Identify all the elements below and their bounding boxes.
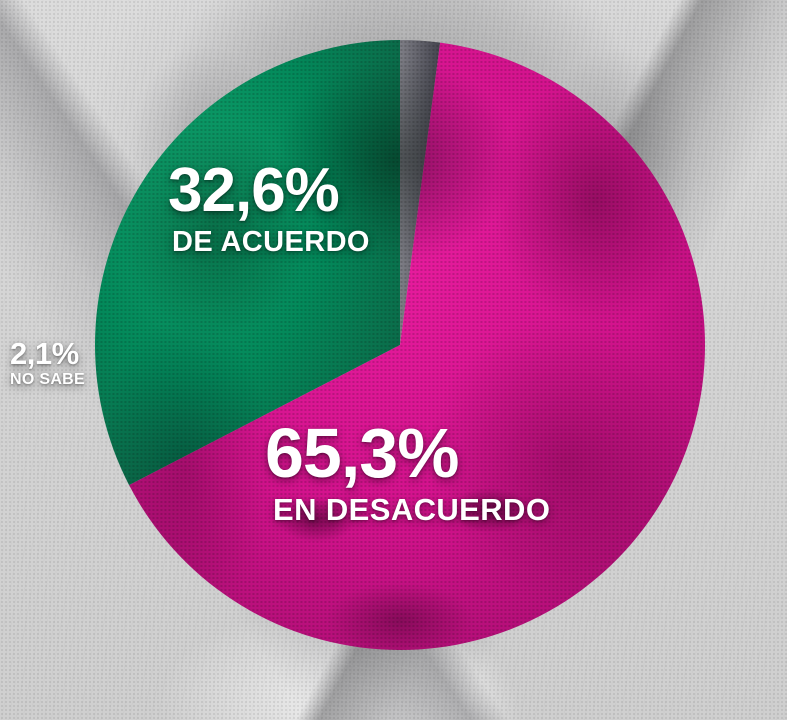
slice-name-en-desacuerdo: EN DESACUERDO bbox=[273, 492, 551, 527]
slice-value-de-acuerdo: 32,6% bbox=[168, 156, 340, 225]
slice-label-en-desacuerdo: 65,3% EN DESACUERDO bbox=[265, 418, 550, 525]
slice-label-no-sabe: 2,1% NO SABE bbox=[10, 338, 85, 388]
slice-label-de-acuerdo: 32,6% DE ACUERDO bbox=[168, 160, 370, 257]
slice-value-en-desacuerdo: 65,3% bbox=[265, 414, 459, 492]
slice-value-no-sabe: 2,1% bbox=[10, 336, 79, 371]
slice-name-no-sabe: NO SABE bbox=[10, 371, 85, 388]
slice-name-de-acuerdo: DE ACUERDO bbox=[172, 226, 370, 258]
